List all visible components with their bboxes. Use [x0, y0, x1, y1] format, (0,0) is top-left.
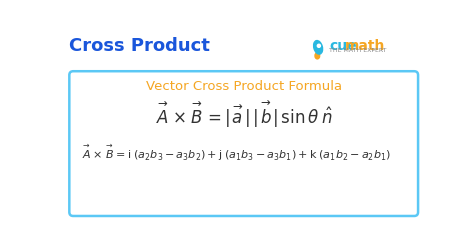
- Ellipse shape: [314, 41, 323, 54]
- Text: cue: cue: [329, 39, 356, 53]
- FancyBboxPatch shape: [69, 71, 418, 216]
- Ellipse shape: [317, 44, 320, 47]
- Text: $\overset{\rightarrow}{A} \times \overset{\rightarrow}{B} = |\overset{\rightarro: $\overset{\rightarrow}{A} \times \overse…: [155, 98, 333, 130]
- Text: $\overset{\rightarrow}{A} \times \overset{\rightarrow}{B} = \mathrm{i}\;(a_2b_3 : $\overset{\rightarrow}{A} \times \overse…: [81, 143, 391, 163]
- Ellipse shape: [315, 53, 319, 59]
- Text: THE MATH EXPERT: THE MATH EXPERT: [329, 48, 386, 53]
- Text: Vector Cross Product Formula: Vector Cross Product Formula: [146, 80, 342, 93]
- Text: math: math: [345, 39, 386, 53]
- Text: Cross Product: Cross Product: [69, 37, 210, 55]
